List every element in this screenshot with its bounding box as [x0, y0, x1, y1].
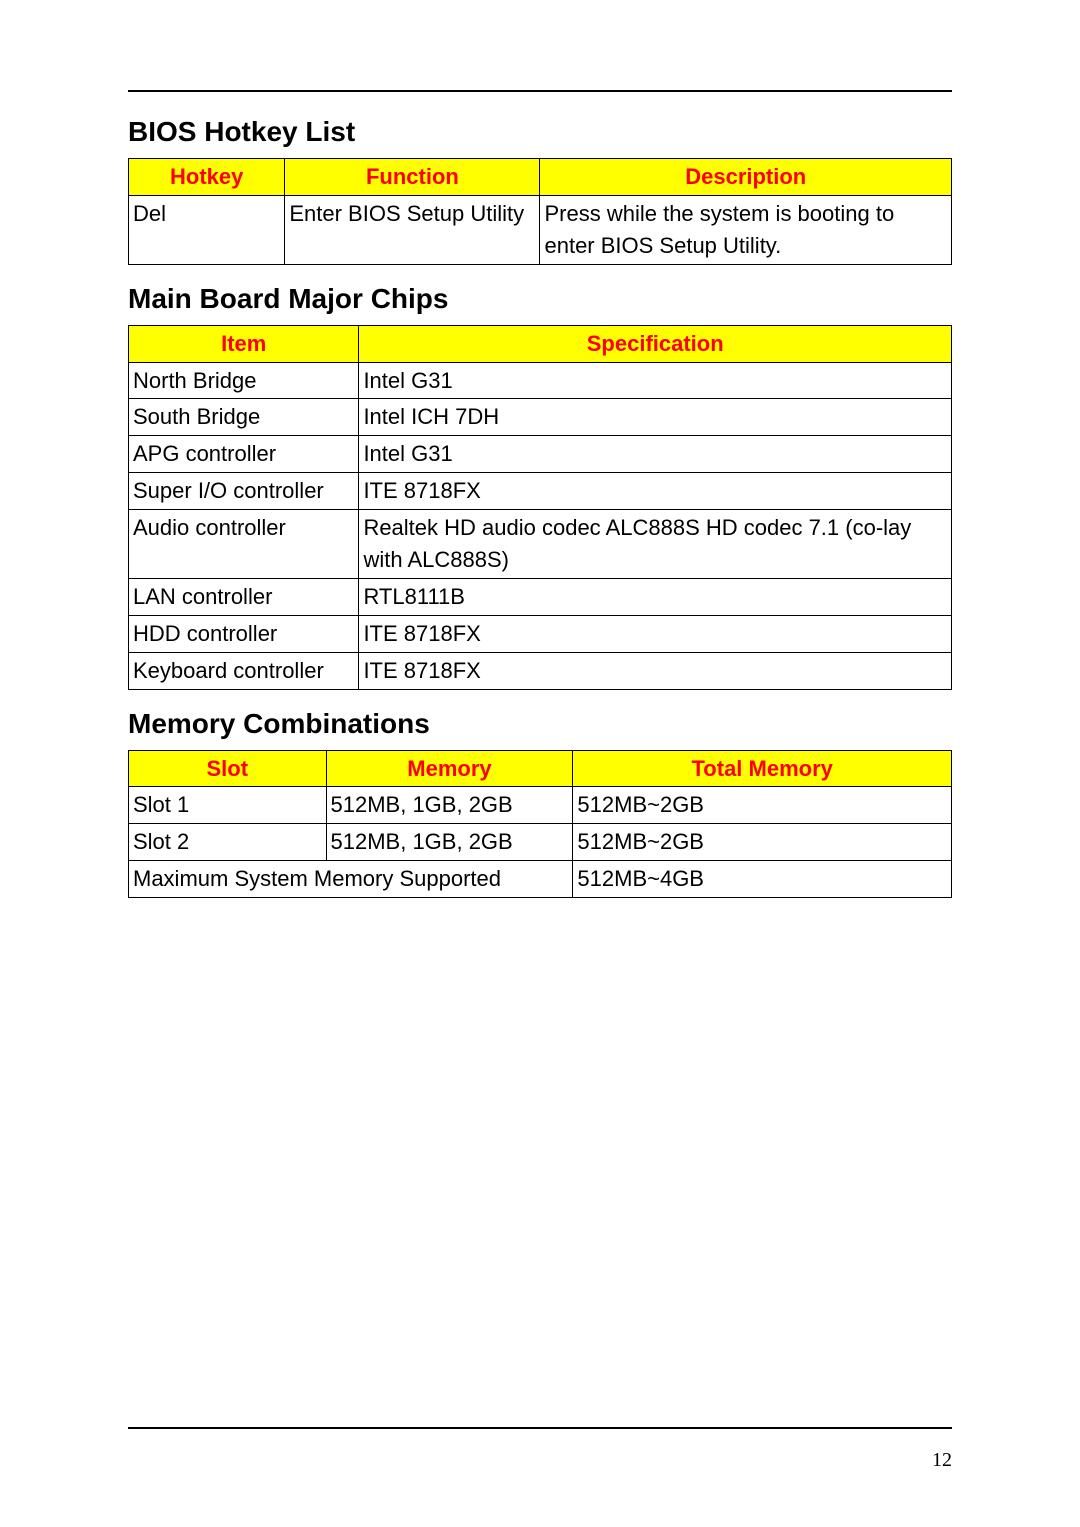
cell-spec: Realtek HD audio codec ALC888S HD codec … [359, 510, 952, 579]
section-title-bios: BIOS Hotkey List [128, 116, 952, 148]
cell-memory: 512MB, 1GB, 2GB [326, 824, 573, 861]
section-title-chips: Main Board Major Chips [128, 283, 952, 315]
cell-item: North Bridge [129, 362, 359, 399]
col-function: Function [285, 159, 540, 196]
cell-max-label: Maximum System Memory Supported [129, 861, 573, 898]
page: BIOS Hotkey List Hotkey Function Descrip… [0, 0, 1080, 1527]
col-spec: Specification [359, 325, 952, 362]
cell-memory: 512MB, 1GB, 2GB [326, 787, 573, 824]
cell-spec: Intel G31 [359, 436, 952, 473]
cell-total: 512MB~2GB [573, 824, 952, 861]
table-row: APG controller Intel G31 [129, 436, 952, 473]
cell-item: Keyboard controller [129, 652, 359, 689]
cell-hotkey: Del [129, 195, 285, 264]
cell-slot: Slot 2 [129, 824, 327, 861]
cell-spec: ITE 8718FX [359, 652, 952, 689]
table-row: HDD controller ITE 8718FX [129, 615, 952, 652]
section-title-memory: Memory Combinations [128, 708, 952, 740]
table-row: Super I/O controller ITE 8718FX [129, 473, 952, 510]
table-header-row: Slot Memory Total Memory [129, 750, 952, 787]
cell-spec: Intel G31 [359, 362, 952, 399]
cell-max-value: 512MB~4GB [573, 861, 952, 898]
cell-item: Audio controller [129, 510, 359, 579]
cell-spec: ITE 8718FX [359, 615, 952, 652]
cell-function: Enter BIOS Setup Utility [285, 195, 540, 264]
cell-total: 512MB~2GB [573, 787, 952, 824]
table-row: Slot 2 512MB, 1GB, 2GB 512MB~2GB [129, 824, 952, 861]
table-row: LAN controller RTL8111B [129, 578, 952, 615]
bios-hotkey-table: Hotkey Function Description Del Enter BI… [128, 158, 952, 265]
cell-slot: Slot 1 [129, 787, 327, 824]
col-description: Description [540, 159, 952, 196]
memory-table: Slot Memory Total Memory Slot 1 512MB, 1… [128, 750, 952, 899]
table-header-row: Item Specification [129, 325, 952, 362]
col-hotkey: Hotkey [129, 159, 285, 196]
table-row: Audio controller Realtek HD audio codec … [129, 510, 952, 579]
col-total: Total Memory [573, 750, 952, 787]
table-row: North Bridge Intel G31 [129, 362, 952, 399]
col-slot: Slot [129, 750, 327, 787]
cell-item: LAN controller [129, 578, 359, 615]
chips-table: Item Specification North Bridge Intel G3… [128, 325, 952, 690]
table-row: Del Enter BIOS Setup Utility Press while… [129, 195, 952, 264]
table-row: Keyboard controller ITE 8718FX [129, 652, 952, 689]
cell-item: South Bridge [129, 399, 359, 436]
cell-item: HDD controller [129, 615, 359, 652]
table-header-row: Hotkey Function Description [129, 159, 952, 196]
col-item: Item [129, 325, 359, 362]
table-row: Maximum System Memory Supported 512MB~4G… [129, 861, 952, 898]
cell-spec: RTL8111B [359, 578, 952, 615]
footer-rule [128, 1427, 952, 1429]
header-rule [128, 90, 952, 92]
table-row: Slot 1 512MB, 1GB, 2GB 512MB~2GB [129, 787, 952, 824]
cell-item: Super I/O controller [129, 473, 359, 510]
cell-item: APG controller [129, 436, 359, 473]
page-number: 12 [932, 1449, 952, 1472]
cell-spec: Intel ICH 7DH [359, 399, 952, 436]
cell-spec: ITE 8718FX [359, 473, 952, 510]
table-row: South Bridge Intel ICH 7DH [129, 399, 952, 436]
col-memory: Memory [326, 750, 573, 787]
cell-description: Press while the system is booting to ent… [540, 195, 952, 264]
